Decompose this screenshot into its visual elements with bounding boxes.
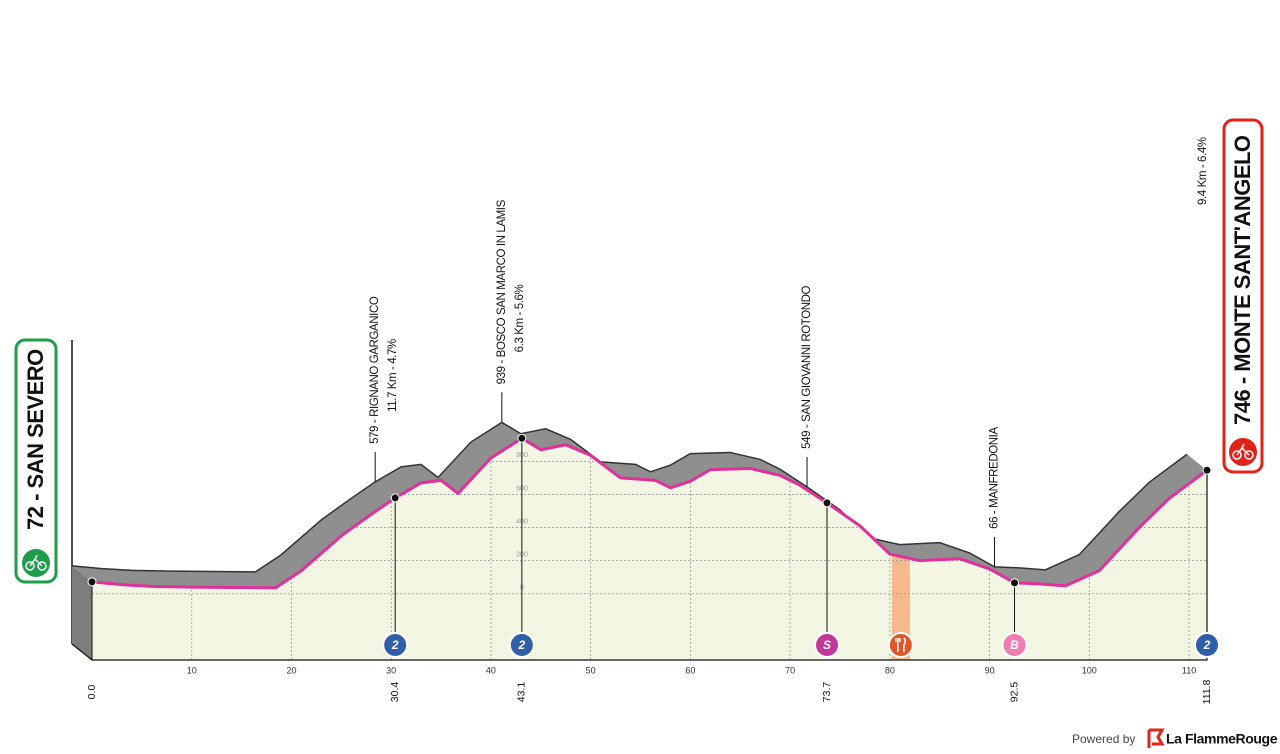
x-tick-label: 10 [187,665,197,675]
footer-brand: La FlammeRouge [1166,731,1278,747]
x-tick-label: 60 [685,665,695,675]
brand-logo [1147,728,1165,748]
x-tick-label: 70 [785,665,795,675]
waypoint-detail: 6.3 Km - 5.6% [514,284,526,352]
feed-icon-glyph [895,637,907,652]
x-tick-label: 80 [885,665,895,675]
climb-icon [508,632,535,658]
x-tick-label: 90 [985,665,995,675]
bike-glyph [1232,443,1254,460]
waypoint-dot [517,433,527,443]
bike-glyph [25,554,47,571]
waypoint-km: 111.8 [1201,679,1213,704]
feed-icon [887,632,914,658]
waypoint-km: 73.7 [821,682,833,703]
profile-area [92,438,1207,660]
start-name: 72 - SAN SEVERO [23,349,48,530]
x-tick-label: 40 [486,665,496,675]
start-box [14,338,58,584]
climb-icon-label: S [823,638,831,652]
waypoint-km: 43.1 [516,682,528,703]
waypoint-km: 0.0 [86,685,98,700]
x-tick-label: 20 [286,665,296,675]
start-icon [20,547,52,579]
side-wall [72,565,92,660]
profile-ridge [71,421,1188,573]
waypoint-name: 66 - MANFREDONIA [989,427,1001,529]
waypoint-dot [1202,465,1212,475]
waypoint-detail: 11.7 Km - 4.7% [387,339,399,412]
waypoint-name: 939 - BOSCO SAN MARCO IN LAMIS [496,199,508,384]
waypoint-dot [390,493,400,503]
waypoint-dot [822,498,832,508]
climb-icon [382,632,409,658]
footer-prefix: Powered by [1072,732,1135,746]
x-tick-label: 30 [386,665,396,675]
climb-icon [1194,632,1220,658]
climb-icon-label: B [1010,638,1019,652]
waypoint-name: 579 - RIGNANO GARGANICO [369,296,381,444]
climb-icon [814,632,841,658]
climb-icon-label: 2 [1203,638,1211,652]
climb-icon [1001,632,1028,658]
waypoint-dot [87,577,97,587]
elevation-line [91,436,1208,590]
profile-depth [72,422,1207,588]
x-tick-label: 110 [1182,665,1196,675]
x-tick-label: 50 [586,665,596,675]
waypoint-km: 92.5 [1008,682,1020,703]
waypoint-km: 30.4 [389,682,401,703]
x-tick-label: 100 [1082,665,1097,675]
climb-icon-label: 2 [391,638,399,652]
finish-name: 746 - MONTE SANT'ANGELO [1230,135,1255,425]
feed-zone [891,438,910,660]
waypoint-dot [1010,578,1020,588]
waypoint-detail: 9.4 Km - 6.4% [1197,137,1209,205]
climb-icon-label: 2 [517,638,525,652]
finish-box [1222,118,1264,474]
waypoint-name: 549 - SAN GIOVANNI ROTONDO [801,285,813,448]
finish-icon [1227,436,1259,468]
